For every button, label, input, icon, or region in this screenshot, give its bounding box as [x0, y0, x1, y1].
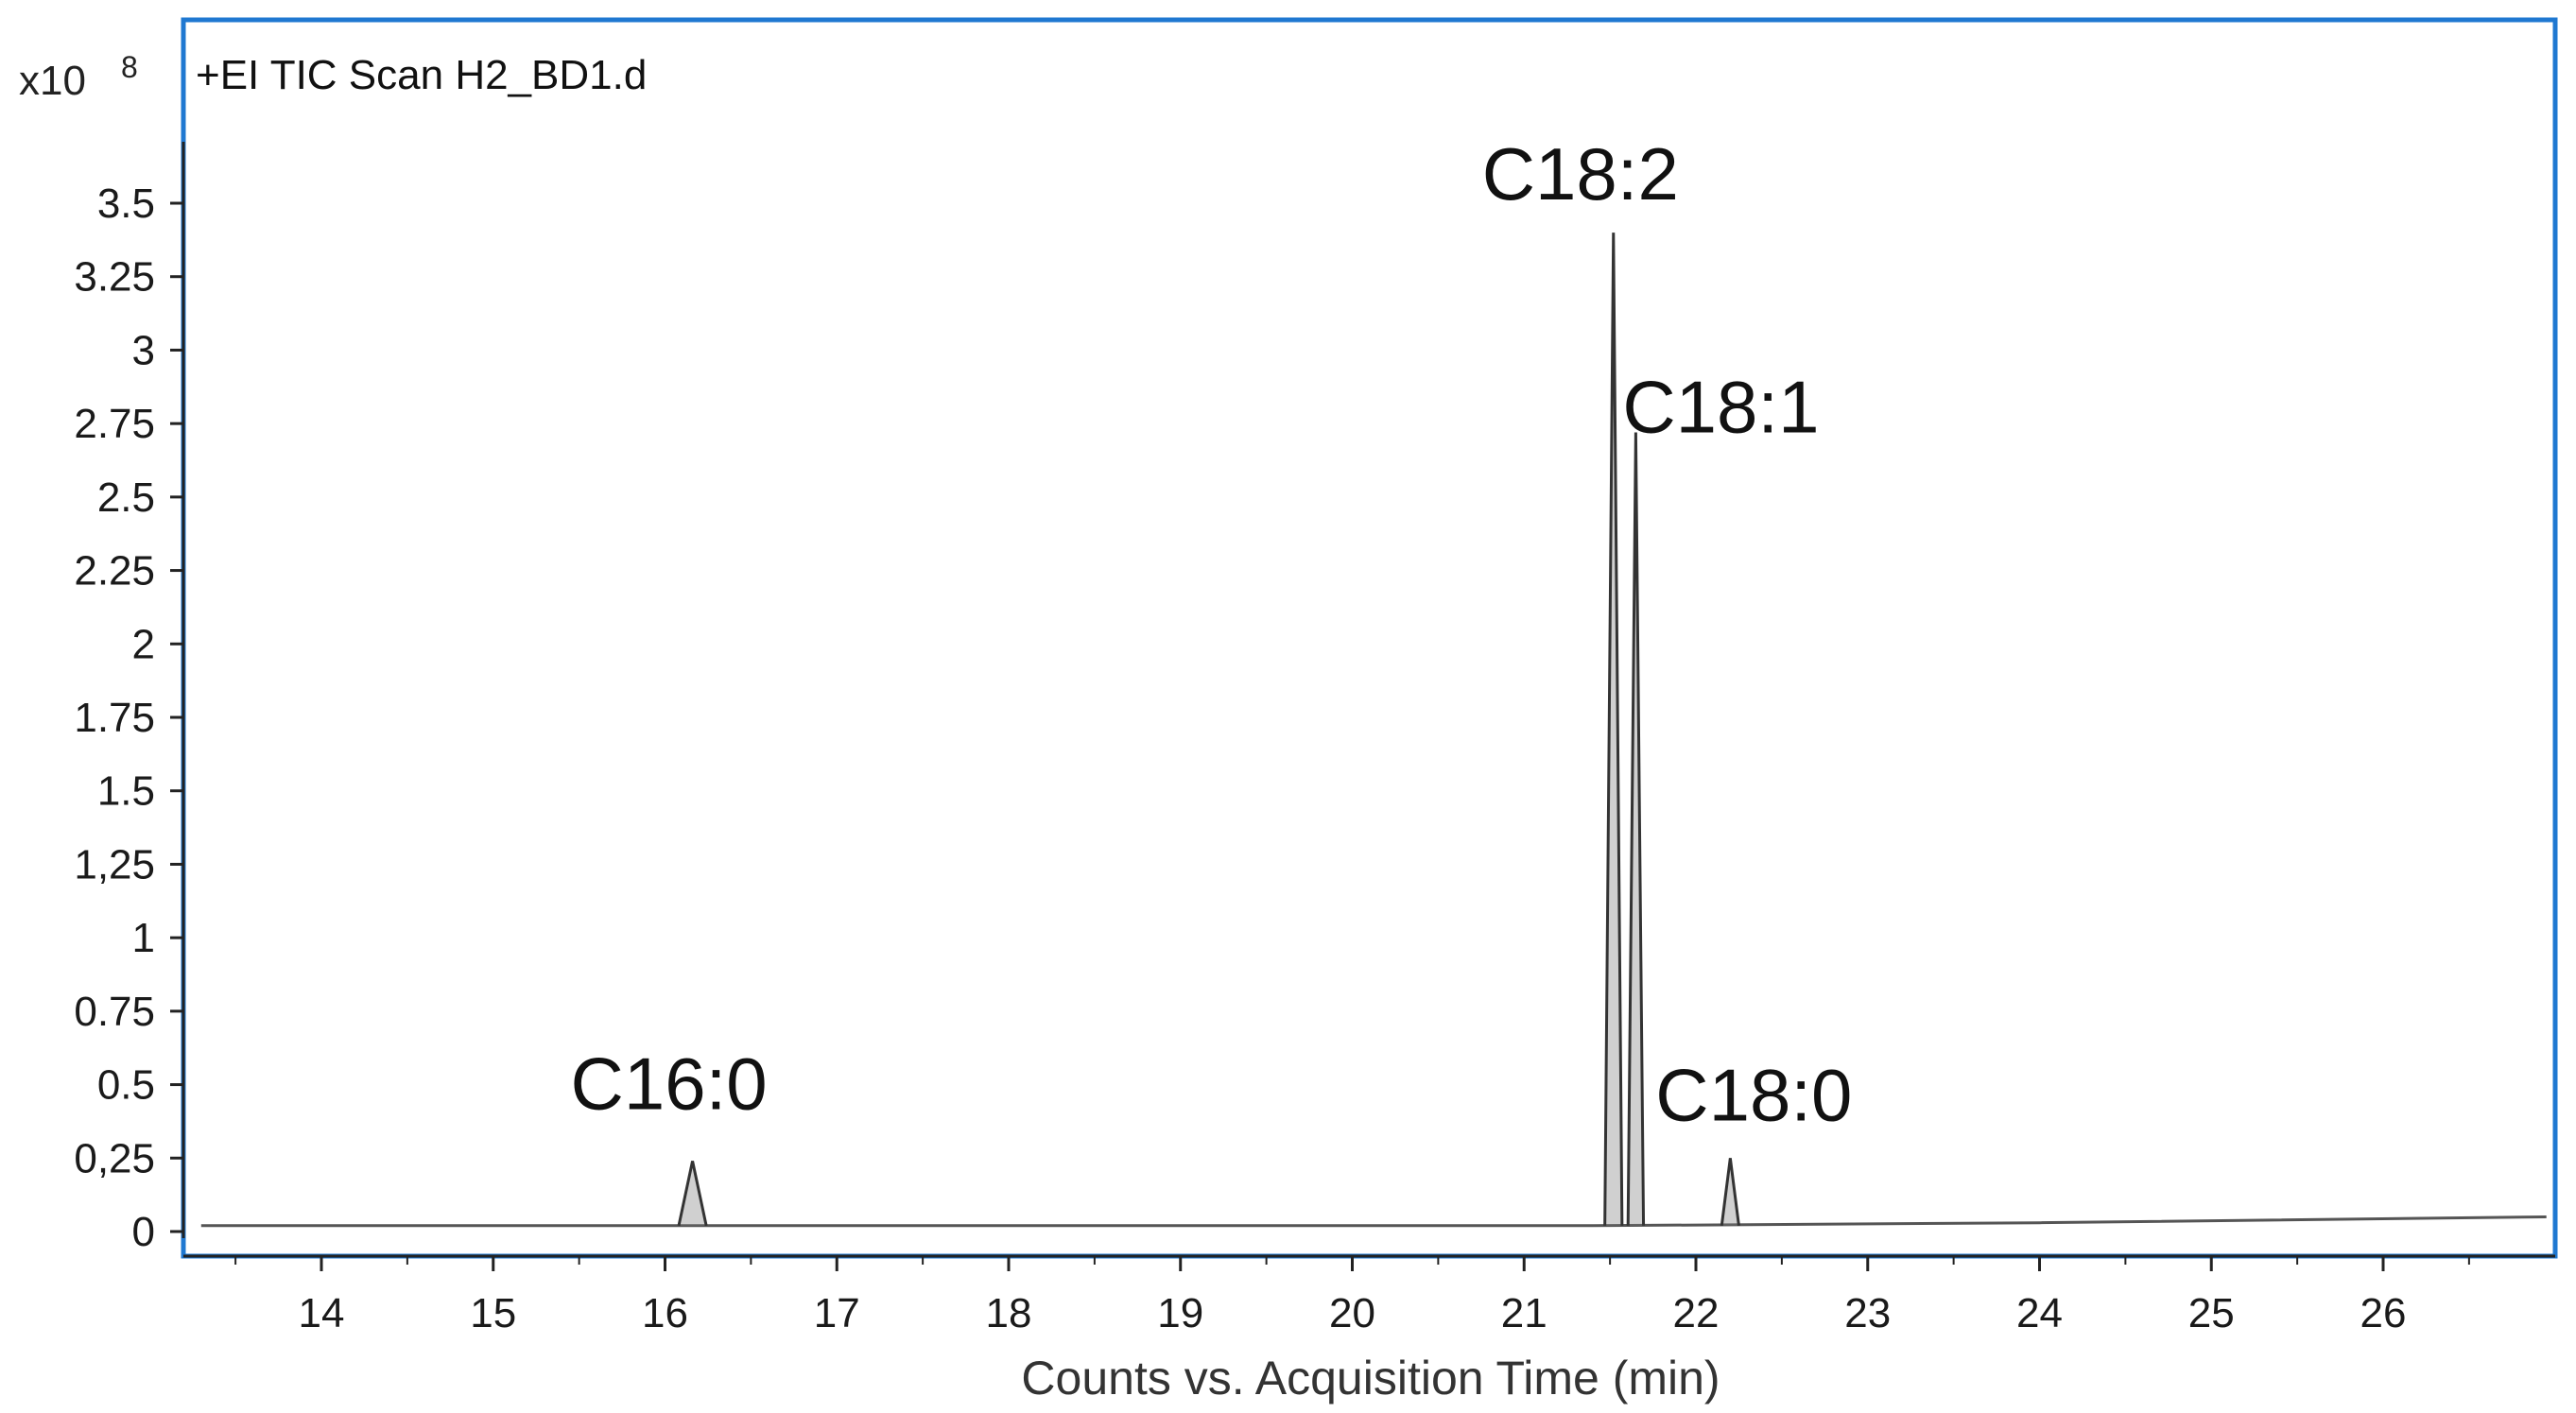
y-tick-label: 1,25: [74, 841, 155, 887]
x-tick-label: 14: [299, 1290, 345, 1336]
peak-label: C18:0: [1655, 1053, 1852, 1136]
y-tick-label: 3.25: [74, 254, 155, 301]
x-axis-ticks: 14 15 16 17 18 19 20 21 22 23 24 25 26: [234, 1256, 2470, 1336]
y-tick-label: 0: [132, 1209, 155, 1255]
x-tick-label: 26: [2360, 1290, 2407, 1336]
peak-label: C16:0: [571, 1042, 768, 1125]
peak-C18-0: [1720, 1158, 1740, 1226]
y-multiplier-exponent: 8: [121, 50, 138, 84]
x-axis-label: Counts vs. Acquisition Time (min): [1021, 1352, 1720, 1404]
peak-label: C18:1: [1622, 365, 1819, 448]
y-tick-label: 1.5: [97, 768, 155, 815]
x-tick-label: 15: [470, 1290, 516, 1336]
y-tick-label: 0.5: [97, 1062, 155, 1109]
x-tick-label: 19: [1157, 1290, 1203, 1336]
y-tick-label: 2.75: [74, 401, 155, 447]
x-tick-label: 23: [1844, 1290, 1891, 1336]
x-tick-label: 16: [642, 1290, 688, 1336]
y-tick-label: 2: [132, 621, 155, 667]
y-tick-label: 0.75: [74, 989, 155, 1035]
peak-C18-2: [1603, 233, 1624, 1226]
y-tick-label: 1.75: [74, 695, 155, 741]
y-tick-label: 2.5: [97, 474, 155, 521]
y-tick-label: 3.5: [97, 181, 155, 227]
baseline-trace: [200, 1215, 2547, 1228]
x-tick-label: 18: [986, 1290, 1032, 1336]
peak-traces: [677, 233, 1740, 1227]
peak-C18-1: [1626, 432, 1646, 1226]
y-tick-label: 3: [132, 327, 155, 373]
x-tick-label: 21: [1501, 1290, 1547, 1336]
y-tick-label: 0,25: [74, 1135, 155, 1181]
x-tick-label: 25: [2188, 1290, 2235, 1336]
peak-labels: C16:0 C18:2 C18:1 C18:0: [571, 132, 1853, 1136]
y-tick-label: 2.25: [74, 548, 155, 594]
x-tick-label: 17: [814, 1290, 860, 1336]
chart-frame: [181, 17, 2558, 1259]
peak-C16-0: [677, 1161, 708, 1227]
x-tick-label: 24: [2016, 1290, 2063, 1336]
peak-label: C18:2: [1482, 132, 1679, 215]
scan-title: +EI TIC Scan H2_BD1.d: [196, 52, 647, 98]
x-tick-label: 22: [1673, 1290, 1720, 1336]
y-multiplier: x10: [19, 58, 86, 104]
x-tick-label: 20: [1329, 1290, 1375, 1336]
y-tick-label: 1: [132, 915, 155, 961]
y-axis-ticks: 0 0,25 0.5 0.75 1 1,25 1.5 1.75 2 2.25 2.5 2.75 3 3.2…: [74, 181, 183, 1255]
